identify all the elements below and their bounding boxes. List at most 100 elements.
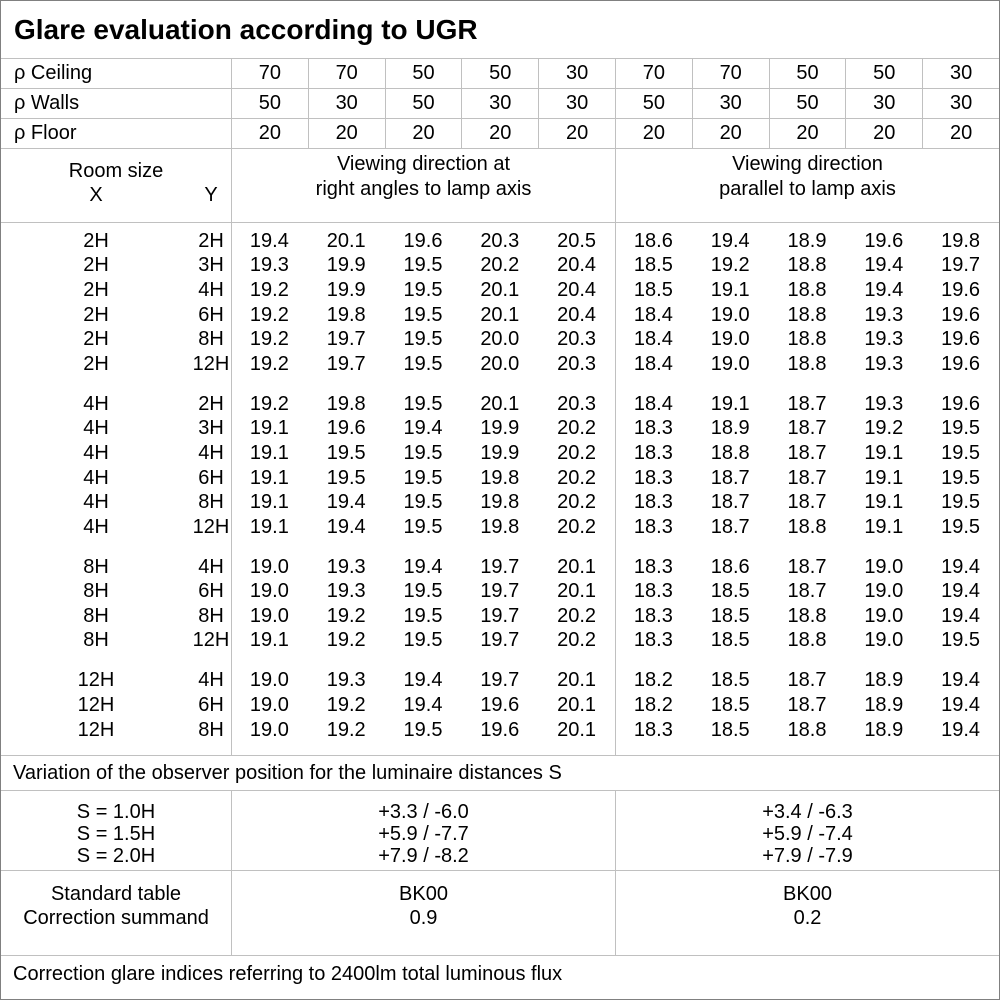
ugr-value: 19.4 [941,718,981,741]
reflectance-value: 50 [384,59,462,88]
room-x-value: 2H [83,303,109,326]
ugr-value: 19.6 [480,694,520,717]
reflectance-value: 50 [231,89,308,118]
ugr-value: 18.9 [864,669,904,692]
ugr-value: 19.9 [480,441,520,464]
ugr-value: 18.7 [710,491,750,514]
room-y-value: 4H [198,278,224,301]
reflectance-value: 30 [691,89,769,118]
reflectance-value: 30 [538,89,615,118]
ugr-value: 19.1 [249,466,289,489]
reflectance-value: 50 [845,59,922,88]
ugr-value: 19.5 [403,629,443,652]
room-x-value: 2H [83,229,109,252]
ugr-row: 8H 6H 19.0 19.3 19.5 19.7 20.1 18.3 18.5 18.7 19.0… [1,580,999,605]
reflectance-value: 30 [538,59,615,88]
ugr-value: 18.5 [710,604,750,627]
ugr-value: 18.8 [787,254,827,277]
room-x-value: 2H [83,328,109,351]
room-y-value: 8H [198,328,224,351]
room-size-label: Room size [68,160,164,182]
room-x-value: 4H [83,392,109,415]
standard-labels: Standard table Correction summand [1,871,231,955]
reflectance-value: 30 [922,89,999,118]
ugr-value: 18.3 [633,604,673,627]
ugr-value: 19.0 [864,604,904,627]
room-y-value: 6H [198,303,224,326]
standard-right-column: BK00 0.2 [615,871,999,955]
ugr-value: 19.3 [864,392,904,415]
ugr-value: 19.5 [941,491,981,514]
correction-summand-right-value: 0.2 [793,907,822,929]
reflectance-row-label: ρ Walls [14,92,80,114]
ugr-value: 19.6 [941,392,981,415]
ugr-value: 20.1 [557,694,597,717]
ugr-value: 18.7 [787,441,827,464]
ugr-value: 19.4 [403,669,443,692]
x-col-header: X [89,184,103,206]
ugr-value: 19.7 [480,669,520,692]
ugr-value: 20.1 [326,229,366,252]
ugr-value: 19.6 [941,328,981,351]
reflectance-value: 20 [384,119,462,148]
reflectance-row: ρ Ceiling 70 70 50 50 30 70 70 50 50 30 [1,58,999,88]
room-y-value: 12H [192,515,230,538]
ugr-value: 19.6 [326,417,366,440]
correction-summand-left-value: 0.9 [409,907,438,929]
ugr-value: 19.1 [249,629,289,652]
ugr-value: 18.3 [633,491,673,514]
ugr-value: 19.4 [403,417,443,440]
ugr-row: 12H 8H 19.0 19.2 19.5 19.6 20.1 18.3 18.5 18.8 18.… [1,718,999,743]
ugr-value: 19.2 [249,352,289,375]
ugr-value: 20.2 [557,629,597,652]
reflectance-row-label: ρ Ceiling [14,62,93,84]
ugr-value: 20.2 [557,441,597,464]
room-y-value: 2H [198,229,224,252]
room-y-value: 12H [192,352,230,375]
ugr-value: 19.2 [249,392,289,415]
ugr-value: 19.2 [249,303,289,326]
reflectance-value: 20 [231,119,308,148]
reflectance-value: 50 [768,59,846,88]
ugr-value: 19.0 [710,352,750,375]
reflectance-table: ρ Ceiling 70 70 50 50 30 70 70 50 50 30 ρ Walls 50 30… [1,58,999,148]
ugr-value: 19.8 [941,229,981,252]
ugr-value: 18.5 [710,718,750,741]
reflectance-value: 70 [231,59,308,88]
room-y-value: 4H [198,669,224,692]
reflectance-value: 20 [461,119,538,148]
ugr-value: 20.2 [480,254,520,277]
ugr-value: 18.3 [633,515,673,538]
reflectance-value: 50 [461,59,538,88]
room-x-value: 8H [83,580,109,603]
reflectance-value: 30 [307,89,385,118]
standard-section: Standard table Correction summand BK00 0… [1,870,999,955]
ugr-value: 19.7 [480,629,520,652]
ugr-value: 18.9 [864,718,904,741]
ugr-value: 18.6 [710,555,750,578]
ugr-value: 18.7 [710,466,750,489]
ugr-value: 19.3 [326,669,366,692]
ugr-value: 19.5 [403,604,443,627]
reflectance-value: 20 [768,119,846,148]
ugr-value: 18.5 [710,669,750,692]
standard-table-label: Standard table [50,883,182,905]
room-y-value: 2H [198,392,224,415]
ugr-value: 19.0 [249,580,289,603]
reflectance-value: 20 [845,119,922,148]
ugr-value: 19.8 [480,491,520,514]
ugr-value: 19.1 [249,515,289,538]
variation-left-value: +7.9 / -8.2 [378,845,469,867]
ugr-value: 18.8 [787,352,827,375]
ugr-value: 18.5 [710,580,750,603]
reflectance-value: 30 [461,89,538,118]
ugr-value: 19.5 [403,580,443,603]
variation-right-column: +3.4 / -6.3 +5.9 / -7.4 +7.9 / -7.9 [615,791,999,870]
ugr-value: 19.4 [941,604,981,627]
ugr-value: 18.5 [710,629,750,652]
ugr-value: 19.6 [403,229,443,252]
reflectance-value: 50 [768,89,846,118]
ugr-value: 19.8 [480,466,520,489]
ugr-value: 19.3 [864,303,904,326]
ugr-value: 19.0 [710,328,750,351]
